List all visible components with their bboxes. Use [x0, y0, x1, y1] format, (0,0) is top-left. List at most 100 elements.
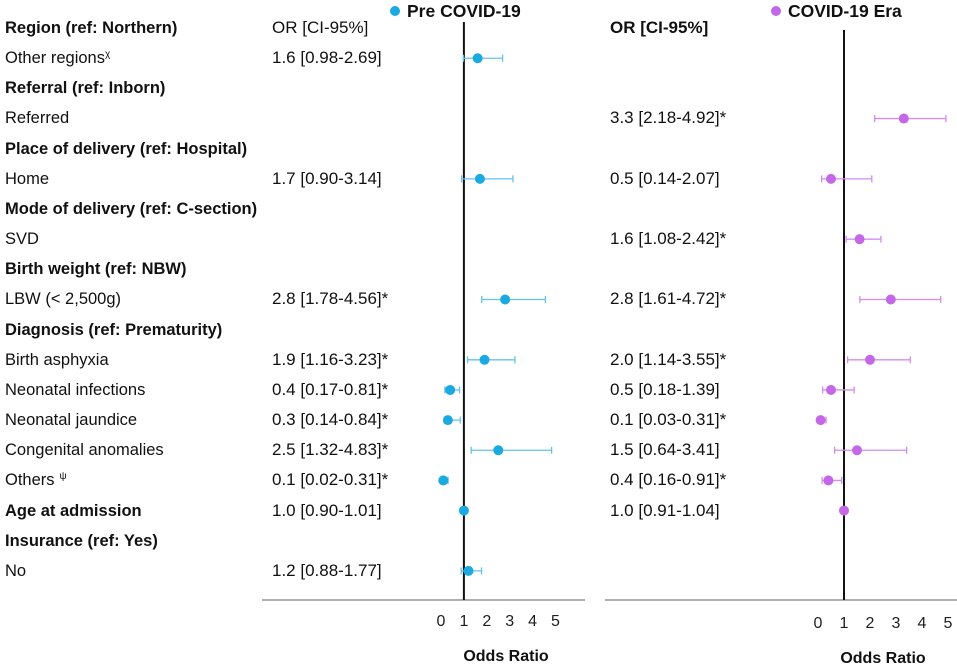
row-label: Insurance (ref: Yes)	[5, 531, 158, 550]
row-diagnosis-heading: Diagnosis (ref: Prematurity)	[0, 315, 957, 345]
data-point-covid	[845, 234, 882, 245]
or-value-pre: 2.8 [1.78-4.56]*	[272, 289, 389, 309]
or-column-header-covid: OR [CI-95%]	[610, 18, 709, 37]
row-referral-heading: Referral (ref: Inborn)	[0, 73, 957, 103]
or-value-covid: 0.4 [0.16-0.91]*	[610, 470, 727, 490]
data-point-covid	[874, 113, 947, 124]
data-point-pre	[460, 173, 514, 184]
legend-marker-pre-covid	[390, 6, 400, 16]
row-referred: Referred 3.3 [2.18-4.92]*	[0, 103, 957, 133]
odds-ratio-point	[479, 354, 490, 365]
data-point-pre	[462, 53, 504, 64]
x-tick-label-pre: 5	[551, 613, 560, 630]
data-point-pre	[438, 475, 449, 486]
row-region-heading: Region (ref: Northern) OR [CI-95%] OR [C…	[0, 13, 957, 43]
or-value-covid: 1.0 [0.91-1.04]	[610, 500, 720, 520]
odds-ratio-point	[463, 565, 474, 576]
row-label: Neonatal jaundice	[5, 411, 138, 430]
footnote-marker: χ	[104, 49, 111, 61]
odds-ratio-point	[500, 294, 511, 305]
odds-ratio-point	[474, 173, 485, 184]
odds-ratio-point	[442, 415, 453, 426]
odds-ratio-point	[852, 445, 862, 456]
row-label: Region (ref: Northern)	[5, 19, 178, 37]
or-value-covid: 0.5 [0.14-2.07]	[610, 168, 720, 188]
data-point-covid	[820, 173, 873, 184]
legend-label-pre-covid: Pre COVID-19	[407, 1, 521, 21]
odds-ratio-point	[854, 234, 865, 245]
row-no-insurance: No 1.2 [0.88-1.77]	[0, 556, 957, 586]
data-point-covid	[815, 415, 827, 426]
or-value-pre: 1.9 [1.16-3.23]*	[272, 349, 389, 369]
or-value-covid: 2.8 [1.61-4.72]*	[610, 289, 727, 309]
row-label-text: Other regions	[5, 49, 105, 68]
data-point-pre	[460, 565, 483, 576]
row-label: Age at admission	[5, 501, 142, 520]
data-point-pre	[442, 415, 461, 426]
odds-ratio-point	[839, 505, 849, 516]
row-neonatal-jaundice: Neonatal jaundice 0.3 [0.14-0.84]* 0.1 […	[0, 405, 957, 435]
or-value-pre: 1.7 [0.90-3.14]	[272, 168, 382, 188]
x-tick-label-covid: 2	[866, 615, 875, 632]
x-tick-label-pre: 4	[528, 613, 537, 630]
odds-ratio-point	[885, 294, 896, 305]
data-point-covid	[859, 294, 942, 305]
odds-ratio-point	[823, 475, 834, 486]
row-label: Congenital anomalies	[5, 441, 164, 460]
row-label: Referral (ref: Inborn)	[5, 79, 166, 98]
row-other-regions: Other regionsχ 1.6 [0.98-2.69]	[0, 43, 957, 73]
row-others: Others ψ 0.1 [0.02-0.31]* 0.4 [0.16-0.91]…	[0, 465, 957, 495]
x-tick-label-pre: 1	[459, 613, 468, 630]
row-congenital-anomalies: Congenital anomalies 2.5 [1.32-4.83]* 1.…	[0, 435, 957, 465]
row-neonatal-infections: Neonatal infections 0.4 [0.17-0.81]* 0.5…	[0, 375, 957, 405]
odds-ratio-point	[865, 354, 875, 365]
x-tick-label-covid: 5	[944, 615, 953, 632]
row-label-text: Others	[5, 471, 55, 490]
or-value-covid: 0.1 [0.03-0.31]*	[610, 410, 727, 430]
data-point-covid	[821, 475, 843, 486]
odds-ratio-point	[438, 475, 449, 486]
row-home: Home 1.7 [0.90-3.14] 0.5 [0.14-2.07]	[0, 164, 957, 194]
x-tick-label-pre: 2	[482, 613, 491, 630]
row-label: Mode of delivery (ref: C-section)	[5, 199, 258, 218]
legend-item-pre-covid: Pre COVID-19	[390, 0, 521, 22]
or-value-covid: 1.6 [1.08-2.42]*	[610, 229, 727, 249]
or-value-pre: 1.6 [0.98-2.69]	[272, 48, 382, 68]
row-label: Others ψ	[5, 465, 67, 495]
row-label: Diagnosis (ref: Prematurity)	[5, 320, 223, 339]
data-point-covid	[846, 354, 911, 365]
data-point-covid	[822, 384, 855, 395]
x-tick-label-pre: 3	[505, 613, 514, 630]
x-axis-title-pre: Odds Ratio	[463, 648, 549, 665]
x-tick-label-pre: 0	[437, 613, 446, 630]
x-axis-title-covid: Odds Ratio	[840, 650, 926, 667]
odds-ratio-point	[493, 445, 504, 456]
or-column-header-pre: OR [CI-95%]	[272, 18, 369, 37]
row-label: Home	[5, 169, 50, 188]
row-age-at-admission: Age at admission 1.0 [0.90-1.01] 1.0 [0.…	[0, 496, 957, 526]
odds-ratio-point	[472, 53, 483, 64]
data-point-pre	[481, 294, 547, 305]
x-tick-label-covid: 1	[840, 615, 849, 632]
odds-ratio-point	[815, 415, 826, 426]
or-value-pre: 1.2 [0.88-1.77]	[272, 560, 382, 580]
legend-marker-covid-era	[771, 6, 781, 16]
odds-ratio-point	[826, 384, 836, 395]
row-lbw: LBW (< 2,500g) 2.8 [1.78-4.56]* 2.8 [1.6…	[0, 284, 957, 314]
odds-ratio-point	[458, 505, 469, 516]
data-point-pre	[458, 505, 469, 516]
row-insurance-heading: Insurance (ref: Yes)	[0, 526, 957, 556]
row-label: LBW (< 2,500g)	[5, 290, 122, 309]
row-label: Place of delivery (ref: Hospital)	[5, 139, 248, 158]
row-mode-of-delivery-heading: Mode of delivery (ref: C-section)	[0, 194, 957, 224]
or-value-pre: 0.1 [0.02-0.31]*	[272, 470, 389, 490]
row-label: Referred	[5, 109, 70, 128]
or-value-covid: 2.0 [1.14-3.55]*	[610, 349, 727, 369]
data-point-covid	[839, 505, 849, 516]
odds-ratio-point	[826, 173, 836, 184]
or-value-covid: 3.3 [2.18-4.92]*	[610, 108, 727, 128]
x-tick-label-covid: 0	[814, 615, 823, 632]
or-value-covid: 1.5 [0.64-3.41]	[610, 440, 720, 460]
